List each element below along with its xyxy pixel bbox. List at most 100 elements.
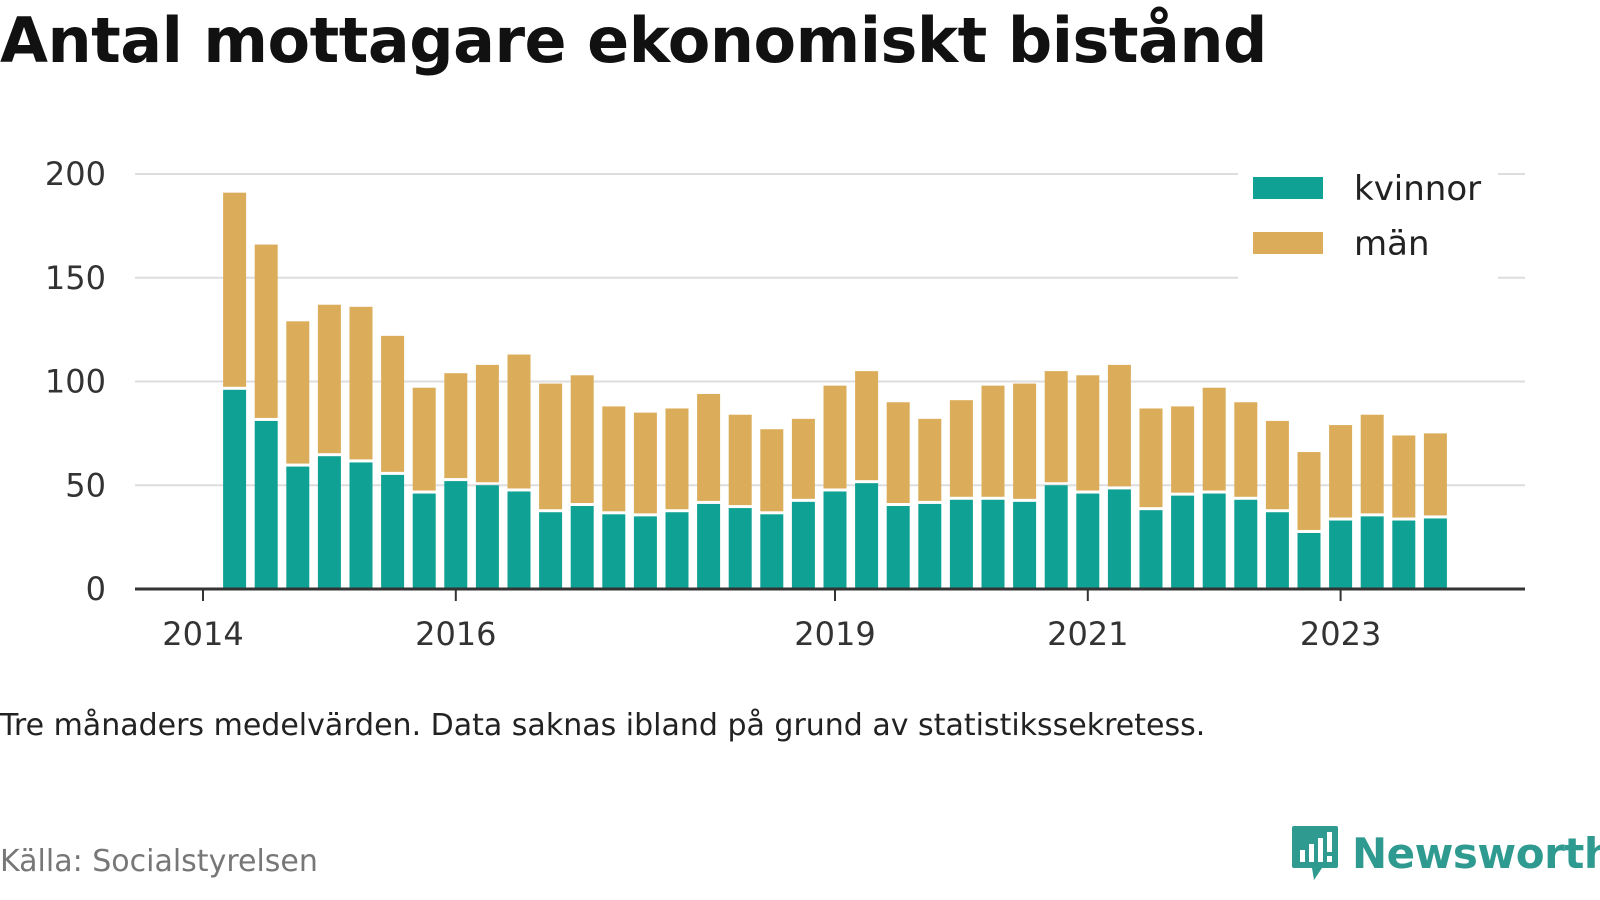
bar-kvinnor	[539, 512, 563, 589]
bar-kvinnor	[602, 514, 626, 589]
bar-man	[1329, 425, 1353, 518]
bar-kvinnor	[381, 474, 405, 589]
bar-man	[1423, 433, 1447, 516]
bar-kvinnor	[728, 508, 752, 589]
bar-man	[1234, 402, 1258, 497]
bar-man	[1013, 383, 1037, 499]
bar-man	[633, 412, 657, 514]
bar-man	[981, 385, 1005, 497]
bar-kvinnor	[791, 501, 815, 589]
bar-kvinnor	[823, 491, 847, 589]
bar-kvinnor	[1234, 499, 1258, 589]
bar-kvinnor	[444, 481, 468, 589]
bar-kvinnor	[254, 420, 278, 589]
bar-man	[507, 354, 531, 489]
bar-kvinnor	[1297, 532, 1321, 589]
bar-man	[1171, 406, 1195, 493]
y-axis-ticks: 0 50 100 150 200	[45, 155, 106, 608]
bars	[223, 192, 1447, 589]
bar-man	[728, 414, 752, 506]
bar-man	[412, 387, 436, 491]
bar-man	[570, 375, 594, 503]
bar-kvinnor	[1360, 516, 1384, 589]
bar-man	[349, 306, 373, 460]
bar-man	[602, 406, 626, 512]
bar-man	[823, 385, 847, 489]
legend-swatch-kvinnor	[1253, 177, 1323, 199]
x-tick-label: 2023	[1300, 615, 1381, 653]
bar-man	[886, 402, 910, 503]
y-tick-label: 100	[45, 363, 106, 401]
source-credit: Källa: Socialstyrelsen	[0, 844, 318, 879]
bar-man	[381, 335, 405, 472]
bar-kvinnor	[1265, 512, 1289, 589]
bar-kvinnor	[949, 499, 973, 589]
x-tick-label: 2016	[415, 615, 496, 653]
bar-man	[444, 373, 468, 479]
bar-kvinnor	[1329, 520, 1353, 589]
bar-kvinnor	[1392, 520, 1416, 589]
x-tick-label: 2021	[1047, 615, 1128, 653]
bar-man	[254, 244, 278, 418]
bar-man	[1139, 408, 1163, 508]
chart-note: Tre månaders medelvärden. Data saknas ib…	[0, 708, 1206, 743]
chart-title: Antal mottagare ekonomiskt bistånd	[0, 4, 1267, 77]
bar-man	[475, 364, 499, 483]
bar-man	[1076, 375, 1100, 491]
bar-kvinnor	[981, 499, 1005, 589]
x-tick-label: 2019	[794, 615, 875, 653]
bar-man	[918, 418, 942, 501]
bar-man	[539, 383, 563, 510]
bar-kvinnor	[760, 514, 784, 589]
legend-swatch-man	[1253, 232, 1323, 254]
bar-kvinnor	[317, 456, 341, 589]
bar-man	[317, 304, 341, 454]
x-axis: 2014 2016 2019 2021 2023	[135, 587, 1525, 653]
bar-man	[286, 321, 310, 464]
bar-man	[223, 192, 247, 387]
bar-man	[1107, 364, 1131, 487]
bar-man	[665, 408, 689, 510]
bar-man	[1360, 414, 1384, 514]
bar-man	[1265, 420, 1289, 510]
y-tick-label: 50	[65, 466, 106, 504]
bar-kvinnor	[1076, 493, 1100, 589]
bar-man	[1392, 435, 1416, 518]
brand-logo: Newsworthy	[1290, 824, 1600, 882]
bar-kvinnor	[1423, 518, 1447, 589]
bar-kvinnor	[665, 512, 689, 589]
bar-kvinnor	[1044, 485, 1068, 589]
bar-kvinnor	[886, 506, 910, 589]
y-tick-label: 150	[45, 259, 106, 297]
bar-kvinnor	[1107, 489, 1131, 589]
bar-kvinnor	[1139, 510, 1163, 589]
bar-man	[697, 393, 721, 501]
bar-man	[949, 400, 973, 497]
bar-man	[1202, 387, 1226, 491]
bar-man	[855, 371, 879, 481]
bar-kvinnor	[1202, 493, 1226, 589]
bar-kvinnor	[349, 462, 373, 589]
bar-kvinnor	[1013, 501, 1037, 589]
bar-kvinnor	[918, 503, 942, 589]
legend-label-kvinnor: kvinnor	[1354, 169, 1481, 209]
brand-name: Newsworthy	[1352, 828, 1600, 878]
newsworthy-logo-icon	[1292, 826, 1338, 880]
bar-kvinnor	[633, 516, 657, 589]
stacked-bar-chart: 0 50 100 150 200 2014 2016 2019 2021 2023 kvinno…	[45, 155, 1525, 653]
bar-kvinnor	[475, 485, 499, 589]
bar-kvinnor	[570, 506, 594, 589]
bar-kvinnor	[223, 389, 247, 589]
bar-kvinnor	[412, 493, 436, 589]
bar-man	[1297, 452, 1321, 530]
y-tick-label: 0	[86, 570, 106, 608]
bar-kvinnor	[507, 491, 531, 589]
bar-man	[1044, 371, 1068, 483]
legend-label-man: män	[1354, 224, 1430, 264]
x-tick-label: 2014	[162, 615, 243, 653]
y-tick-label: 200	[45, 155, 106, 193]
bar-man	[760, 429, 784, 512]
bar-kvinnor	[697, 503, 721, 589]
bar-kvinnor	[1171, 495, 1195, 589]
bar-kvinnor	[286, 466, 310, 589]
